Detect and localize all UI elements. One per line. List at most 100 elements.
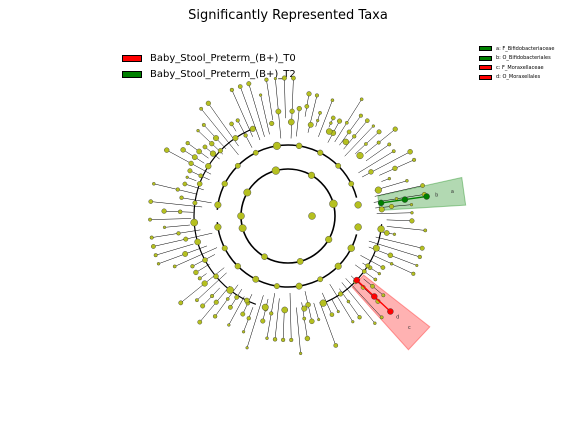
tree-branch [329,284,354,322]
genus-node [210,293,215,299]
leaf-node [241,330,246,334]
leaf-node [330,115,336,121]
order-node [334,262,342,270]
tree-branch [358,150,394,174]
leaf-node [199,106,204,111]
family-node [205,163,212,170]
leaf-node [172,264,177,269]
tree-branch [374,185,423,197]
tree-branch [344,125,374,157]
tree-branch [228,296,245,326]
genus-node [364,142,368,146]
leaf-node [200,303,206,309]
leaf-node [330,98,335,102]
leaf-node [411,271,416,276]
class-node [271,166,280,175]
class-node [329,199,338,208]
tree-branch [296,307,301,354]
tree-branch [284,78,286,119]
leaf-node [195,298,199,303]
leaf-node [205,100,211,106]
leaf-node [289,337,294,343]
leaf-node [237,84,243,89]
tree-branch [345,278,382,318]
order-node [354,201,362,209]
tree-branch [153,232,213,247]
phylum-node [308,212,316,220]
genus-node [182,251,189,257]
clade-swatch-red [479,74,492,80]
family-node [213,273,219,280]
bifidobacteriales-node [377,199,385,207]
bifidobacteriaceae-node [401,196,409,203]
order-node [214,223,222,231]
tree-branch [187,177,197,182]
leaf-node [273,77,277,81]
clade-legend-item-d: d: O_Moraxellales [479,73,554,83]
leaf-node [182,181,188,187]
clade-swatch-red [479,65,492,71]
family-node [196,181,203,187]
tree-branch [360,255,384,268]
tree-branch [290,78,294,139]
tree-branch [296,108,300,137]
genus-node [389,203,395,209]
genus-node [225,297,230,301]
genus-node [275,108,282,115]
family-node [377,225,385,233]
leaf-node [153,253,158,258]
genus-node [209,141,215,147]
leaf-node [304,335,311,342]
highlight-bifidobacteriales [377,176,467,211]
page-title: Significantly Represented Taxa [188,8,388,23]
tree-branch [266,79,274,120]
leaf-node [380,265,386,270]
family-node [232,135,239,142]
tree-branch [331,298,339,312]
moraxellaceae-node [371,293,378,300]
tree-branch [184,183,204,191]
order-node [234,162,241,169]
leaf-node [152,182,156,186]
leaf-node [227,304,233,310]
family-node [217,148,223,154]
tree-branch [313,302,319,320]
leaf-node [235,118,240,123]
family-node [378,206,385,213]
leaf-node [291,75,296,81]
genus-node [177,209,183,214]
leaf-node [392,232,397,236]
genus-node [394,197,399,201]
genus-node [302,316,307,321]
level-ring-class [240,168,336,264]
clade-legend-label-d: d: O_Moraxellales [496,74,541,81]
genus-node [213,299,219,305]
tree-branch [240,86,261,141]
clade-marker-label: a [451,189,454,195]
leaf-node [318,111,322,115]
phylum-node [237,212,245,220]
leaf-node [359,97,364,102]
tree-branch [386,226,426,231]
family-node [342,138,350,146]
order-node [335,162,342,169]
family-node [192,200,198,206]
leaf-node [227,323,231,327]
genus-node [389,262,394,266]
leaf-node [187,168,193,174]
clade-legend-item-c: c: F_Moraxellaceae [479,63,554,73]
genus-node [304,104,310,109]
legend-item-t2: Baby_Stool_Preterm_(B+)_T2 [122,66,296,82]
class-node [296,258,304,265]
genus-node [329,121,333,125]
class-node [238,224,247,233]
legend-swatch-green [122,70,142,78]
tree-branch [274,298,280,340]
leaf-node [317,318,321,322]
genus-node [201,280,208,287]
tree-branch [386,219,412,222]
order-node [354,223,362,231]
order-node [234,263,241,270]
tree-branch [231,89,253,137]
